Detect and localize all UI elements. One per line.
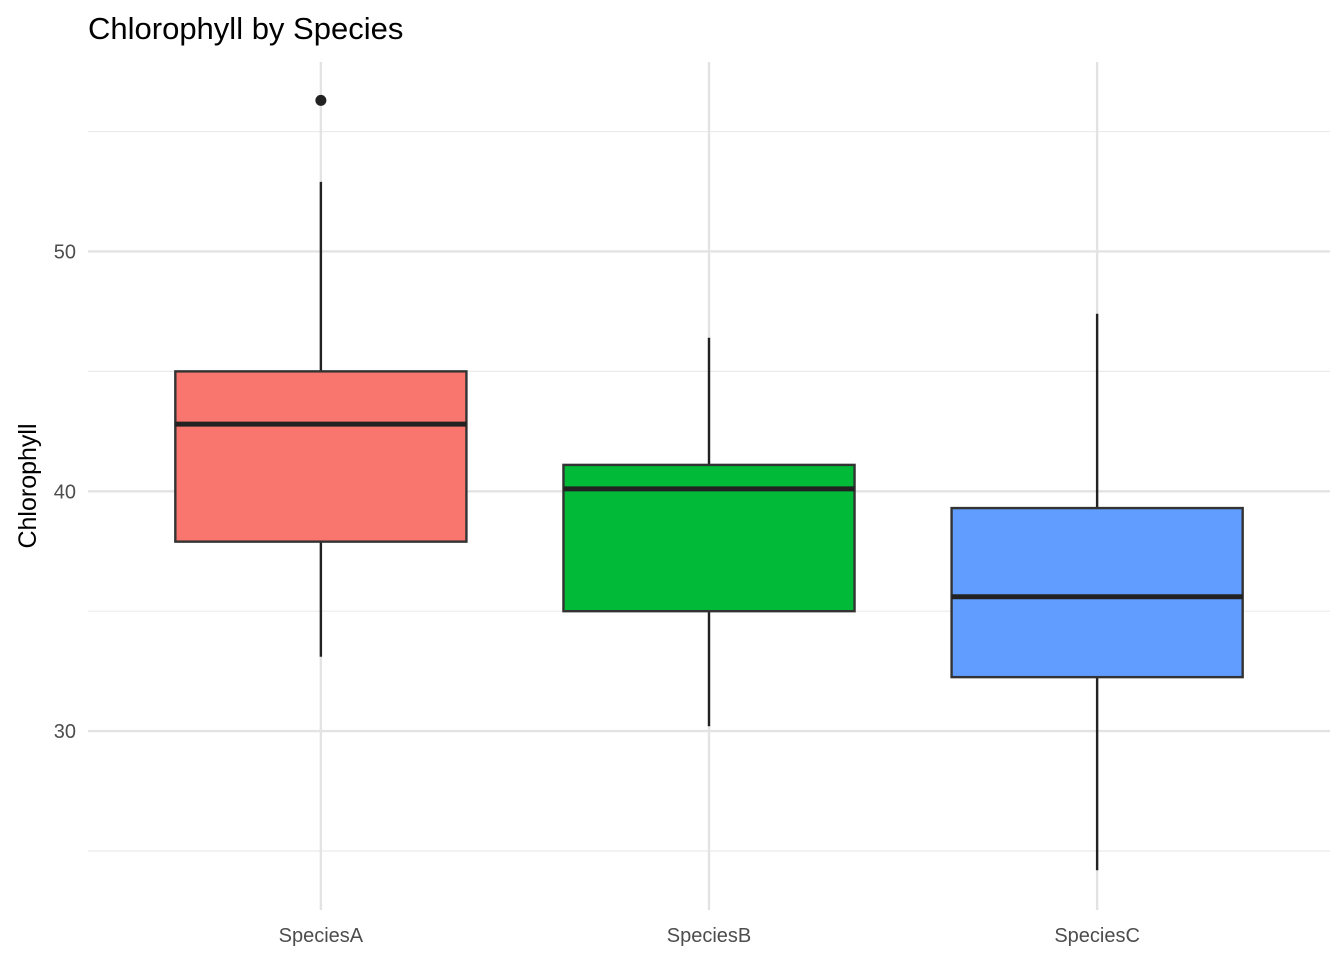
box-SpeciesA: [174, 94, 468, 657]
x-tick-label: SpeciesB: [667, 925, 752, 947]
box-SpeciesB: [562, 337, 856, 727]
box-iqr: [950, 506, 1244, 679]
x-tick-labels: SpeciesA SpeciesB SpeciesC: [279, 925, 1140, 947]
box-SpeciesC: [950, 313, 1244, 871]
outlier-point: [315, 94, 327, 106]
y-tick-label: 40: [54, 481, 76, 503]
box-iqr: [174, 370, 468, 543]
y-axis-label: Chlorophyll: [14, 423, 42, 548]
y-tick-label: 30: [54, 721, 76, 743]
x-tick-label: SpeciesC: [1054, 925, 1140, 947]
boxes: [174, 94, 1244, 871]
y-tick-label: 50: [54, 241, 76, 263]
y-tick-labels: 30 40 50: [54, 241, 76, 743]
chart-title: Chlorophyll by Species: [88, 11, 403, 46]
x-tick-label: SpeciesA: [279, 925, 364, 947]
